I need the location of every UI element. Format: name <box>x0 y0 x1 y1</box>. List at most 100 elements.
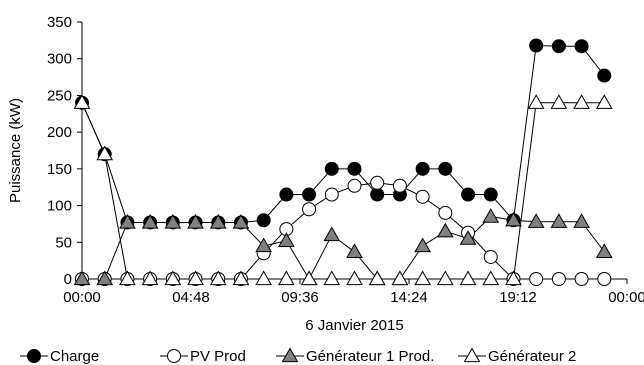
series-1-markers <box>75 175 612 286</box>
series-0-markers <box>75 38 612 230</box>
data-point <box>573 94 590 109</box>
data-point <box>529 38 544 53</box>
legend-label: Générateur 1 Prod. <box>306 348 434 365</box>
y-tick-label: 150 <box>47 161 72 178</box>
data-point <box>438 205 453 220</box>
data-point <box>232 213 250 229</box>
data-point <box>529 272 544 286</box>
data-point <box>119 270 136 286</box>
data-point <box>255 270 273 286</box>
data-point <box>483 187 498 202</box>
legend-marker <box>463 347 481 363</box>
data-point <box>278 270 295 286</box>
data-point <box>505 270 522 286</box>
data-point <box>459 230 477 245</box>
x-tick-label: 00:00 <box>608 289 644 306</box>
data-point <box>324 187 339 202</box>
x-axis-title: 6 Janvier 2015 <box>305 317 403 334</box>
series-layer <box>73 38 613 286</box>
series-3-markers <box>73 94 613 286</box>
data-point <box>483 249 498 264</box>
y-tick-label: 250 <box>47 87 72 104</box>
data-point <box>574 272 589 286</box>
data-point <box>370 175 385 190</box>
data-point <box>73 94 91 109</box>
y-axis-ticks: 0 50 100 150 200 250 300 350 <box>47 14 82 288</box>
series-line <box>82 182 605 280</box>
data-point <box>573 213 590 228</box>
data-point <box>141 270 159 286</box>
data-point <box>597 68 612 83</box>
series-3 <box>81 102 605 280</box>
data-point <box>347 161 362 176</box>
y-tick-label: 300 <box>47 51 72 68</box>
data-point <box>347 178 362 193</box>
data-point <box>346 270 363 286</box>
data-point <box>302 202 317 217</box>
x-tick-label: 09:36 <box>281 289 319 306</box>
y-tick-label: 0 <box>64 271 72 288</box>
data-point <box>415 189 430 204</box>
data-point <box>209 270 227 286</box>
data-point <box>527 94 545 109</box>
data-point <box>346 243 363 258</box>
data-point <box>119 213 136 229</box>
data-point <box>73 270 91 286</box>
legend-item: Générateur 2 <box>458 347 576 365</box>
data-point <box>141 213 159 229</box>
data-point <box>597 272 612 286</box>
data-point <box>300 270 318 286</box>
series-0 <box>81 44 605 223</box>
data-point <box>415 161 430 176</box>
legend-label: Charge <box>50 348 99 365</box>
data-point <box>323 270 341 286</box>
data-point <box>550 94 568 109</box>
data-point <box>323 226 341 242</box>
legend-marker <box>167 349 181 363</box>
data-point <box>96 270 114 286</box>
data-point <box>551 39 566 54</box>
data-point <box>505 211 522 227</box>
series-1 <box>82 182 605 280</box>
x-axis-ticks: 00:00 04:48 09:36 14:24 19:12 00:00 <box>63 279 644 306</box>
legend-item: Charge <box>20 348 99 365</box>
legend-label: PV Prod <box>190 348 246 365</box>
data-point <box>368 270 386 286</box>
data-point <box>302 187 317 202</box>
legend-marker <box>27 349 41 363</box>
data-point <box>436 270 454 286</box>
y-tick-label: 350 <box>47 14 72 31</box>
data-point <box>527 213 545 228</box>
series-line <box>81 44 605 223</box>
data-point <box>279 187 294 202</box>
data-point <box>187 270 204 286</box>
data-point <box>256 213 271 228</box>
legend-label: Générateur 2 <box>488 348 576 365</box>
data-point <box>164 270 182 286</box>
series-line <box>82 216 605 281</box>
legend: Charge PV Prod Générateur 1 Prod. Générateu… <box>20 347 576 365</box>
axes <box>81 22 627 280</box>
x-tick-label: 14:24 <box>390 289 428 306</box>
data-point <box>482 208 500 223</box>
data-point <box>414 237 431 253</box>
y-tick-label: 200 <box>47 124 72 141</box>
data-point <box>187 213 204 229</box>
data-point <box>96 145 114 161</box>
data-point <box>595 94 613 109</box>
y-tick-label: 100 <box>47 198 72 215</box>
data-point <box>574 39 589 54</box>
data-point <box>391 270 409 286</box>
y-tick-label: 50 <box>55 234 72 251</box>
data-point <box>324 161 339 176</box>
legend-marker <box>281 347 299 363</box>
legend-item: Générateur 1 Prod. <box>276 347 434 365</box>
data-point <box>209 213 227 229</box>
data-point <box>436 222 454 238</box>
y-axis-title: Puissance (kW) <box>7 98 24 203</box>
data-point <box>232 270 250 286</box>
x-tick-label: 00:00 <box>63 289 101 306</box>
data-point <box>459 270 477 286</box>
data-point <box>482 270 500 286</box>
